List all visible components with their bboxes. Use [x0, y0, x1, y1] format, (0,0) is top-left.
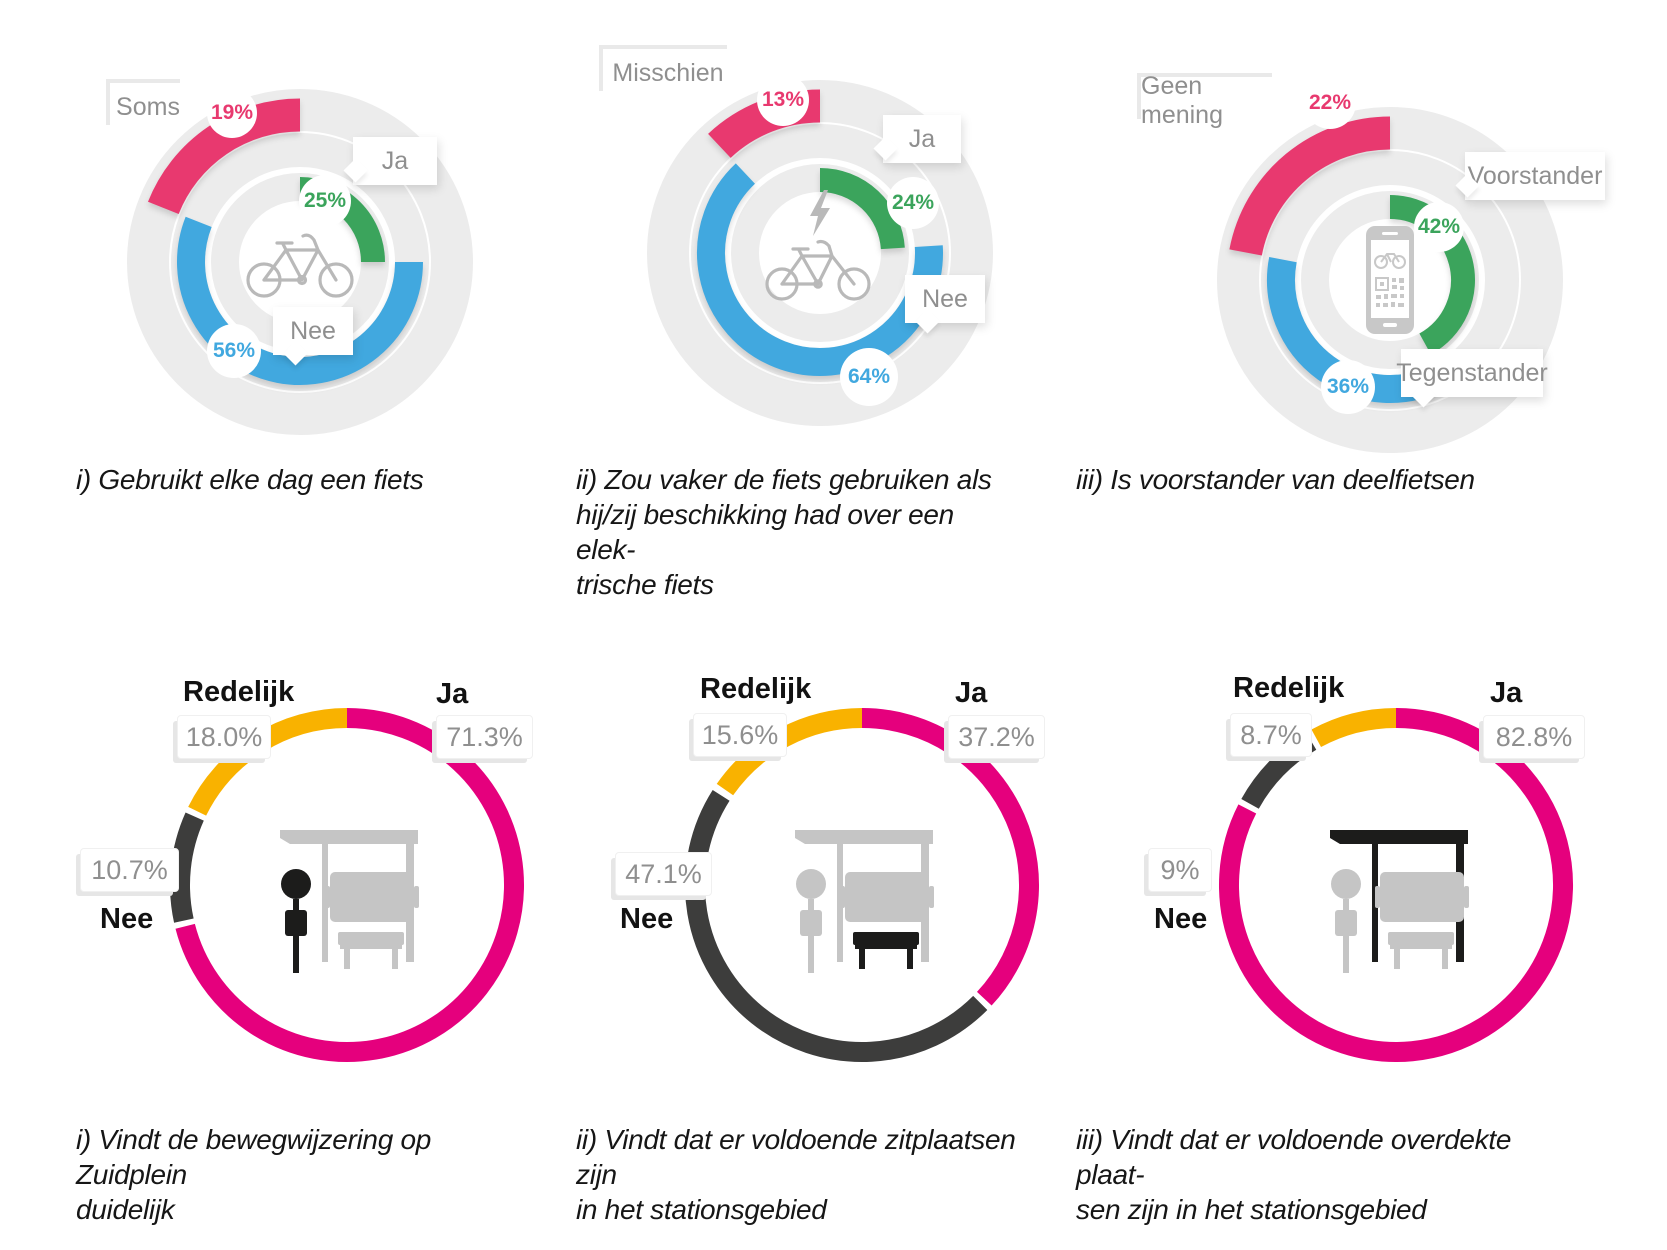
segment-label-text: Soms	[116, 92, 180, 121]
segment-label-redelijk: Redelijk	[183, 676, 295, 708]
electric-bicycle-icon	[765, 190, 871, 301]
segment-label-redelijk: Redelijk	[700, 673, 812, 705]
chart-daily-bike-use: Soms 19% Ja 25% Nee 56%	[60, 40, 560, 460]
segment-label-redelijk: Redelijk	[1233, 672, 1345, 704]
segment-label-nee: Nee	[1154, 903, 1208, 935]
segment-value-badge-tegenstander: 36%	[1321, 360, 1375, 414]
segment-value-badge-nee: 64%	[840, 348, 898, 406]
segment-value-ja: 37.2%	[948, 715, 1045, 759]
segment-label-ja: Ja	[873, 115, 961, 163]
segment-label-nee: Nee	[100, 903, 154, 935]
segment-label-geen-mening: Geen mening	[1141, 72, 1278, 129]
segment-value-badge-ja: 24%	[887, 177, 939, 229]
segment-label-text: Voorstander	[1467, 161, 1603, 190]
chart-caption-daily-bike-use: i) Gebruikt elke dag een fiets	[76, 464, 424, 495]
chart-enough-seats: Redelijk Ja 15.6% 37.2% 47.1% Nee	[595, 640, 1135, 1140]
segment-value-nee: 9%	[1148, 848, 1212, 892]
chart-shared-bikes-support: Geen mening 22% Voorstander 42% Tegensta…	[1140, 60, 1640, 480]
segment-value-nee: 10.7%	[80, 848, 179, 892]
segment-label-ja: Ja	[955, 677, 988, 709]
segment-label-voorstander: Voorstander	[1455, 152, 1605, 200]
segment-label-text: Ja	[908, 124, 936, 153]
chart-caption-enough-seats: ii) Vindt dat er voldoende zitplaatsen z…	[576, 1124, 1016, 1225]
segment-value-badge-geen-mening: 22%	[1304, 77, 1356, 129]
segment-value-badge-nee: 56%	[207, 324, 261, 378]
chart-covered-places: Redelijk Ja 8.7% 82.8% 9% Nee	[1130, 640, 1667, 1140]
segment-label-tegenstander: Tegenstander	[1396, 349, 1548, 408]
bike-share-app-icon	[1366, 226, 1414, 334]
segment-value-badge-ja: 25%	[299, 175, 351, 227]
segment-value-redelijk: 8.7%	[1230, 713, 1312, 757]
segment-value-badge-soms: 19%	[207, 88, 257, 138]
chart-ebike-usage: Misschien 13% Ja 24% Nee 64%	[560, 30, 1060, 460]
segment-value-nee: 47.1%	[615, 852, 712, 896]
segment-label-text: Geen mening	[1141, 72, 1223, 129]
donut-rings	[1217, 107, 1563, 454]
bus-shelter-icon	[1330, 830, 1469, 973]
segment-label-nee: Nee	[905, 275, 985, 334]
segment-value-redelijk: 18.0%	[177, 715, 271, 759]
segment-label-misschien: Misschien	[603, 49, 733, 97]
chart-caption-ebike-usage: ii) Zou vaker de fiets gebruiken als hij…	[576, 464, 992, 600]
segment-value-badge-voorstander: 42%	[1414, 202, 1464, 252]
bus-stop-bench-icon	[795, 830, 934, 973]
segment-label-text: Nee	[922, 284, 968, 313]
segment-value-ja: 71.3%	[436, 715, 533, 759]
chart-caption-signage-clarity: i) Vindt de bewegwijzering op Zuidplein …	[76, 1124, 431, 1225]
segment-label-text: Nee	[290, 316, 336, 345]
chart-caption-covered-places: iii) Vindt dat er voldoende overdekte pl…	[1076, 1124, 1512, 1225]
segment-label-soms: Soms	[110, 83, 186, 131]
segment-value-redelijk: 15.6%	[693, 713, 787, 757]
segment-label-ja: Ja	[1490, 677, 1523, 709]
segment-value-badge-misschien: 13%	[757, 74, 809, 126]
segment-label-text: Misschien	[612, 58, 724, 87]
segment-label-text: Ja	[381, 146, 409, 175]
segment-label-ja: Ja	[343, 137, 437, 185]
chart-caption-shared-bikes-support: iii) Is voorstander van deelfietsen	[1076, 464, 1475, 495]
segment-label-nee: Nee	[273, 307, 353, 366]
chart-signage-clarity: Redelijk Ja 18.0% 71.3% 10.7% Nee	[80, 640, 620, 1140]
segment-label-nee: Nee	[620, 903, 674, 935]
segment-label-ja: Ja	[436, 678, 469, 710]
segment-label-text: Tegenstander	[1396, 358, 1548, 387]
bicycle-icon	[246, 233, 354, 298]
segment-value-ja: 82.8%	[1483, 715, 1585, 759]
bus-stop-sign-icon	[280, 830, 419, 973]
